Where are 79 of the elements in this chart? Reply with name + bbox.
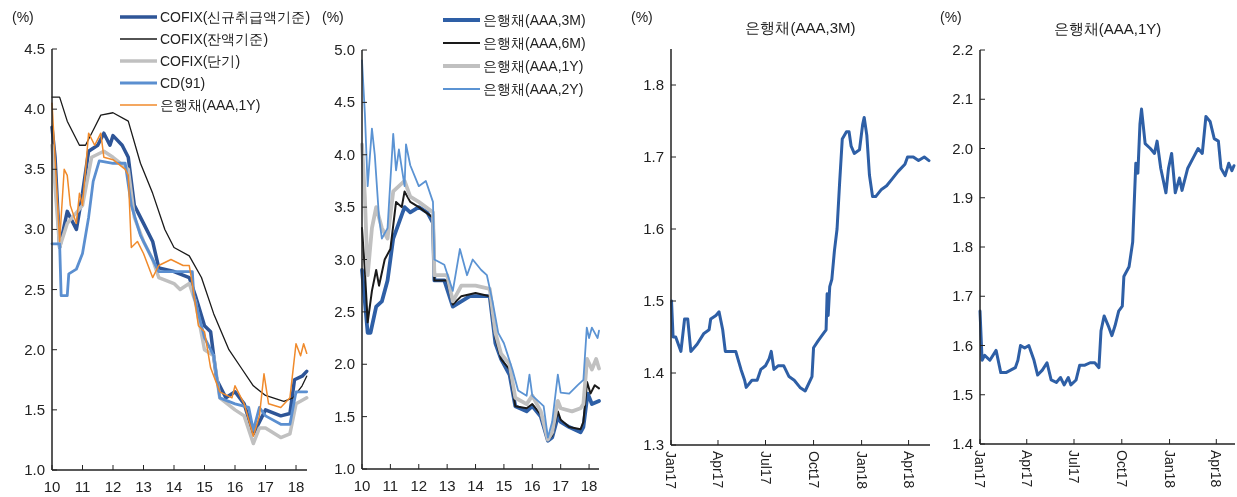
y-tick-label: 2.0	[24, 340, 45, 358]
line-series	[978, 107, 1236, 387]
y-tick-label: 1.0	[24, 461, 45, 478]
y-tick-label: 1.3	[643, 436, 664, 453]
x-tick-label: 11	[74, 478, 91, 495]
y-tick-label: 2.0	[952, 139, 973, 157]
x-tick-label: Apr18	[900, 451, 917, 489]
x-tick-label: Apr18	[1208, 450, 1225, 488]
y-tick-label: 1.7	[643, 148, 664, 165]
x-tick-label: 13	[438, 477, 456, 494]
x-tick-label: 14	[467, 477, 484, 494]
x-tick-label: 13	[135, 478, 152, 495]
x-tick-label: Oct17	[1113, 450, 1130, 488]
legend-label: 은행채(AAA,1Y)	[483, 58, 584, 74]
y-tick-label: 1.7	[952, 287, 973, 305]
legend-label: CD(91)	[160, 75, 206, 91]
y-axis-title: (%)	[322, 9, 344, 25]
x-tick-label: 18	[580, 477, 598, 494]
y-axis-title: (%)	[12, 9, 34, 25]
y-tick-label: 3.5	[334, 198, 355, 216]
y-tick-label: 2.5	[334, 302, 355, 320]
x-tick-label: 18	[287, 478, 305, 495]
x-tick-label: 14	[165, 478, 183, 495]
x-tick-label: 15	[495, 477, 513, 494]
y-axis-title: (%)	[631, 9, 653, 25]
legend-label: COFIX(신규취급액기준)	[160, 9, 311, 25]
y-tick-label: 1.4	[643, 364, 664, 381]
x-tick-label: 16	[523, 477, 541, 494]
x-tick-label: Apr17	[710, 451, 726, 489]
legend-label: COFIX(단기)	[160, 53, 241, 69]
y-tick-label: 1.9	[952, 188, 973, 206]
y-tick-label: 1.4	[952, 435, 973, 452]
y-tick-label: 2.5	[24, 280, 45, 298]
y-tick-label: 4.5	[24, 40, 45, 57]
x-tick-label: Oct17	[805, 451, 822, 489]
x-tick-label: 10	[43, 478, 61, 495]
x-tick-label: Jul17	[1066, 450, 1082, 484]
y-tick-label: 1.8	[643, 76, 664, 93]
legend-label: 은행채(AAA,6M)	[483, 35, 586, 51]
x-tick-label: 12	[104, 478, 122, 495]
x-tick-label: 10	[353, 477, 371, 494]
y-tick-label: 3.0	[24, 220, 45, 238]
legend-label: 은행채(AAA,2Y)	[483, 81, 584, 97]
y-tick-label: 3.0	[334, 250, 355, 268]
y-tick-label: 1.8	[952, 238, 973, 255]
y-tick-label: 1.5	[643, 292, 664, 309]
line-series	[670, 115, 931, 393]
y-tick-label: 3.5	[24, 160, 45, 178]
chart-title: 은행채(AAA,1Y)	[1053, 20, 1162, 37]
y-tick-label: 1.0	[334, 460, 355, 477]
x-tick-label: 15	[196, 478, 213, 495]
y-axis-title: (%)	[940, 9, 962, 25]
x-tick-label: Jan17	[972, 450, 988, 489]
x-tick-label: Jan17	[663, 451, 679, 490]
legend-label: 은행채(AAA,3M)	[483, 12, 586, 28]
y-tick-label: 2.2	[952, 41, 973, 58]
legend-label: COFIX(잔액기준)	[160, 31, 269, 47]
x-tick-label: 17	[552, 477, 570, 494]
y-tick-label: 2.1	[952, 90, 973, 108]
x-tick-label: 16	[226, 478, 244, 495]
x-tick-label: Jul17	[757, 451, 774, 485]
x-tick-label: Apr17	[1018, 450, 1035, 488]
y-tick-label: 1.5	[334, 407, 355, 425]
legend-label: 은행채(AAA,1Y)	[160, 97, 261, 113]
y-tick-label: 2.0	[334, 355, 355, 373]
x-tick-label: Jan18	[853, 451, 870, 490]
x-tick-label: 12	[410, 477, 428, 494]
y-tick-label: 5.0	[334, 41, 355, 58]
y-tick-label: 1.5	[24, 400, 45, 418]
y-tick-label: 1.6	[952, 336, 973, 354]
x-tick-label: Jan18	[1161, 450, 1178, 489]
y-tick-label: 4.5	[334, 93, 355, 111]
x-tick-label: 17	[257, 478, 274, 495]
chart-title: 은행채(AAA,3M)	[745, 19, 856, 36]
x-tick-label: 11	[382, 477, 399, 494]
y-tick-label: 4.0	[334, 145, 355, 163]
y-tick-label: 1.5	[952, 385, 973, 403]
y-tick-label: 1.6	[643, 220, 664, 237]
y-tick-label: 4.0	[24, 100, 45, 118]
